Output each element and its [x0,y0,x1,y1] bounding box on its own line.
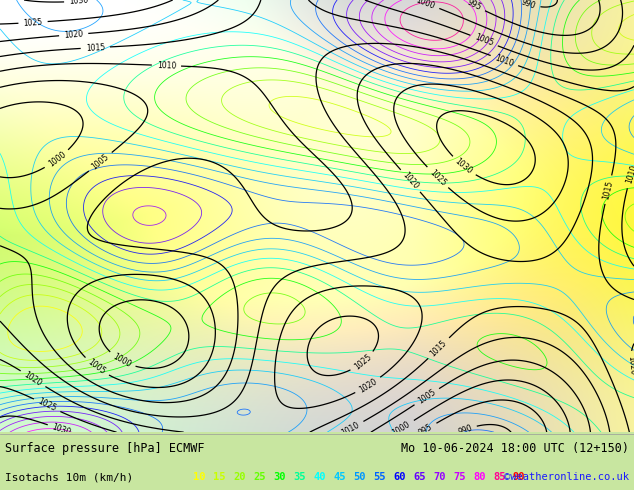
Text: 1020: 1020 [64,29,84,40]
Text: 75: 75 [453,472,465,482]
Text: 90: 90 [513,472,526,482]
Text: 55: 55 [373,472,385,482]
Text: 1020: 1020 [401,171,420,191]
Text: 1025: 1025 [427,168,448,188]
Text: 990: 990 [520,0,537,10]
Text: 20: 20 [233,472,246,482]
Text: 1010: 1010 [624,164,634,185]
Text: 30: 30 [273,472,286,482]
Text: 35: 35 [293,472,306,482]
Text: 1000: 1000 [391,419,412,438]
Text: 1000: 1000 [415,0,436,11]
Text: 50: 50 [353,472,366,482]
Text: 1015: 1015 [86,43,105,52]
Text: 1030: 1030 [69,0,89,6]
Text: 995: 995 [417,422,434,437]
Text: 40: 40 [313,472,326,482]
Text: 1000: 1000 [46,150,67,169]
Text: 1020: 1020 [358,376,378,394]
Text: Mo 10-06-2024 18:00 UTC (12+150): Mo 10-06-2024 18:00 UTC (12+150) [401,442,629,455]
Text: 1000: 1000 [112,352,133,369]
Text: 10: 10 [193,472,206,482]
Text: ©weatheronline.co.uk: ©weatheronline.co.uk [504,472,629,482]
Text: 60: 60 [393,472,406,482]
Text: 990: 990 [456,423,474,437]
Text: 1005: 1005 [474,33,495,48]
Text: Surface pressure [hPa] ECMWF: Surface pressure [hPa] ECMWF [5,442,205,455]
Text: 1025: 1025 [353,352,373,371]
Text: 1030: 1030 [453,157,474,176]
Text: 1020: 1020 [626,355,634,375]
Text: 85: 85 [493,472,505,482]
Text: 80: 80 [473,472,486,482]
Text: 65: 65 [413,472,425,482]
Text: 1015: 1015 [602,179,615,200]
Text: 70: 70 [433,472,446,482]
Text: 1020: 1020 [22,370,44,388]
Text: Isotachs 10m (km/h): Isotachs 10m (km/h) [5,472,133,482]
Text: 1010: 1010 [157,61,176,71]
Text: 1010: 1010 [494,53,515,68]
Text: 1005: 1005 [86,358,107,377]
Text: 45: 45 [333,472,346,482]
Text: 1025: 1025 [37,397,58,414]
Text: 1030: 1030 [51,422,72,437]
Text: 1005: 1005 [417,388,437,406]
Text: 1015: 1015 [429,338,449,358]
Text: 1005: 1005 [90,152,111,171]
Text: 1010: 1010 [340,420,361,437]
Text: 15: 15 [213,472,226,482]
Text: 1025: 1025 [23,17,43,27]
Text: 995: 995 [465,0,482,13]
Text: 25: 25 [253,472,266,482]
